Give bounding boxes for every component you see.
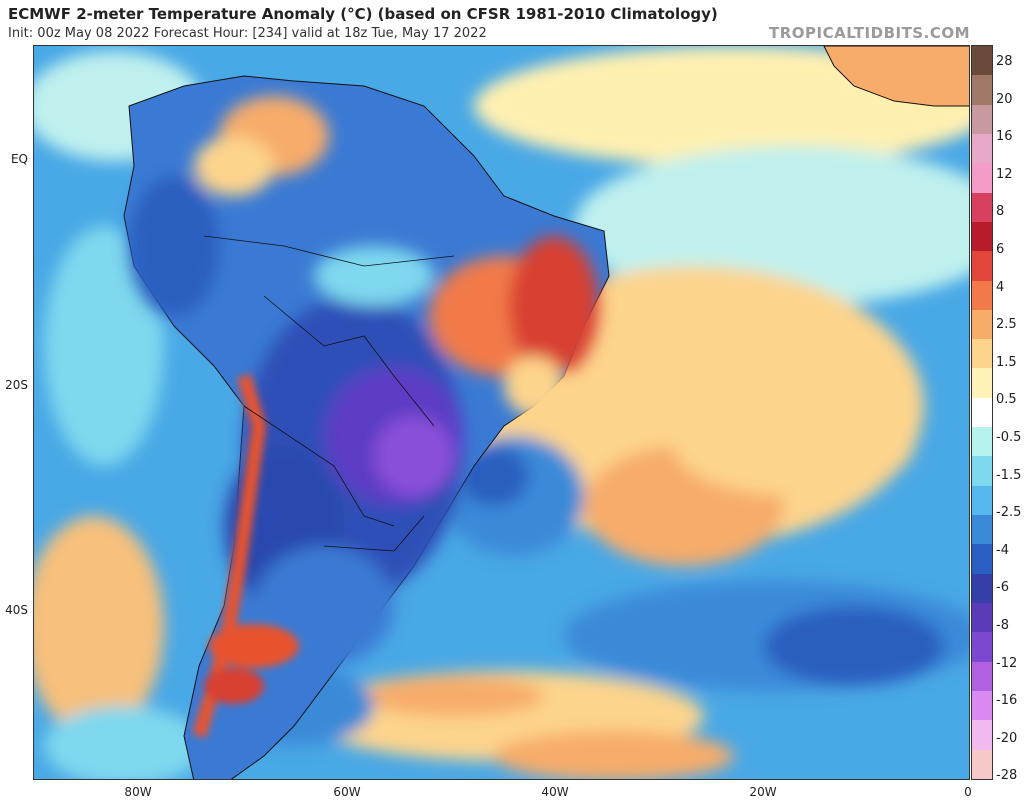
colorbar-segment [972,251,992,281]
colorbar-segment [972,104,992,134]
lat-tick-eq: EQ [10,152,28,166]
colorbar-segment [972,133,992,164]
colorbar-segment [972,720,992,750]
colorbar-label: -4 [996,542,1009,558]
lon-tick-0: 0 [964,785,972,799]
colorbar-label: -6 [996,580,1009,596]
colorbar-segment [972,427,992,457]
colorbar-label: -1.5 [996,467,1022,483]
colorbar-label: -8 [996,618,1009,633]
land-anomaly-fields [129,96,599,666]
map-title: ECMWF 2-meter Temperature Anomaly (°C) (… [8,5,718,23]
colorbar-segment [972,573,992,603]
colorbar-label: 16 [996,129,1013,145]
colorbar-label: -20 [996,730,1018,746]
africa-coast [823,46,969,107]
lon-tick-40w: 40W [541,785,569,799]
colorbar [971,45,993,780]
colorbar-label: -12 [996,655,1018,671]
colorbar-segment [972,690,992,721]
colorbar-segment [972,397,992,428]
colorbar-segment [972,339,992,369]
forecast-info: Init: 00z May 08 2022 Forecast Hour: [23… [8,26,487,41]
colorbar-segment [972,221,992,252]
lon-tick-80w: 80W [124,785,152,799]
colorbar-segment [972,368,992,398]
colorbar-label: 4 [996,279,1005,295]
colorbar-label: 28 [996,54,1013,69]
colorbar-label: 0.5 [996,392,1017,408]
country-borders [203,235,455,552]
colorbar-segment [972,309,992,340]
lat-tick-40s: 40S [5,603,28,617]
colorbar-label: 6 [996,242,1005,257]
colorbar-segment [972,456,992,486]
colorbar-segment [972,544,992,574]
colorbar-segment [972,163,992,193]
colorbar-segment [972,280,992,310]
lon-tick-20w: 20W [749,785,777,799]
colorbar-label: 2.5 [996,317,1017,333]
lon-tick-60w: 60W [333,785,361,799]
colorbar-segment [972,515,992,545]
colorbar-label: 1.5 [996,354,1017,370]
colorbar-label: 20 [996,91,1013,107]
lat-tick-20s: 20S [5,378,28,392]
colorbar-label: 12 [996,166,1013,182]
colorbar-segment [972,192,992,222]
andes-warm-band [192,373,299,739]
colorbar-label: -2.5 [996,505,1022,521]
colorbar-label: 8 [996,204,1005,220]
colorbar-segment [972,661,992,691]
map-canvas [34,46,969,779]
colorbar-segment [972,602,992,633]
colorbar-segment [972,632,992,662]
colorbar-label: -28 [996,768,1018,784]
anomaly-map [33,45,970,780]
colorbar-label: -0.5 [996,430,1022,445]
colorbar-segment [972,75,992,105]
brand-watermark[interactable]: TROPICALTIDBITS.COM [769,24,970,42]
colorbar-segment [972,485,992,515]
colorbar-segment [972,46,992,76]
colorbar-label: -16 [996,693,1018,709]
colorbar-segment [972,749,992,779]
